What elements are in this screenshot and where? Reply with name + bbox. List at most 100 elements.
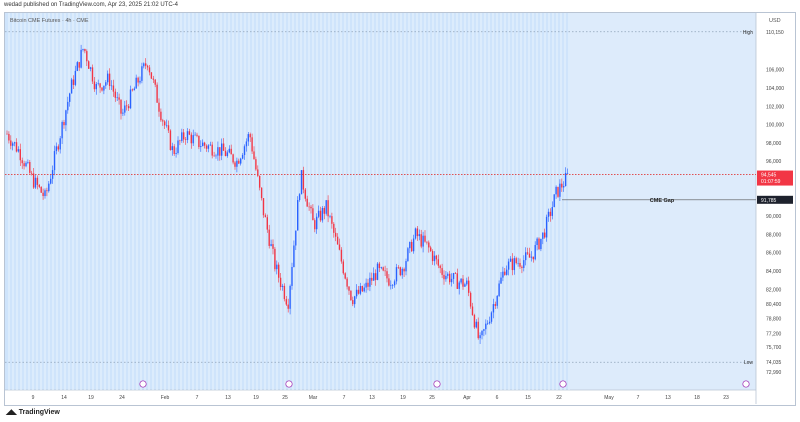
candle-body — [67, 101, 69, 111]
candle-body — [177, 140, 179, 154]
candle-body — [264, 215, 267, 218]
candle-body — [312, 208, 314, 221]
candle-body — [122, 112, 124, 114]
candle-body — [188, 131, 191, 135]
candle-body — [340, 249, 343, 262]
candle-body — [519, 262, 521, 267]
candle-body — [507, 261, 510, 270]
candle-body — [526, 252, 529, 254]
brand-name: TradingView — [18, 409, 60, 416]
candle-body — [473, 315, 476, 328]
candle-body — [536, 238, 538, 246]
candle-body — [42, 192, 44, 197]
candle-body — [150, 72, 153, 79]
candle-body — [38, 184, 40, 187]
y-tick-label: 75,700 — [766, 345, 782, 351]
candle-body — [485, 323, 487, 330]
candle-body — [120, 99, 122, 114]
candle-body — [101, 87, 103, 91]
candle-body — [397, 267, 400, 268]
candle-body — [433, 255, 436, 262]
y-tick-label: 90,000 — [766, 214, 782, 220]
candle-body — [105, 82, 107, 86]
candle-body — [200, 146, 202, 148]
candle-body — [553, 194, 555, 208]
x-tick-label: 7 — [343, 395, 346, 401]
candle-body — [542, 232, 544, 239]
candle-body — [530, 256, 533, 258]
candle-body — [492, 304, 495, 313]
candle-body — [386, 271, 388, 279]
candle-body — [175, 153, 177, 154]
candle-body — [173, 146, 175, 154]
cme-gap-price: 91,785 — [761, 198, 777, 204]
candle-body — [12, 143, 14, 146]
candle-body — [462, 278, 464, 287]
candle-body — [272, 244, 274, 249]
candle-body — [127, 106, 130, 109]
candle-body — [487, 323, 489, 324]
candle-body — [135, 77, 137, 89]
candle-body — [234, 162, 236, 167]
currency-label: USD — [769, 18, 781, 24]
x-tick-label: 25 — [282, 395, 288, 401]
candle-body — [203, 142, 206, 146]
candle-body — [367, 282, 369, 287]
candle-body — [255, 159, 257, 170]
candle-body — [165, 125, 168, 126]
candle-body — [388, 278, 390, 286]
candle-body — [443, 274, 445, 280]
candle-body — [435, 255, 438, 260]
candle-body — [51, 170, 54, 179]
candle-body — [148, 67, 151, 73]
candle-body — [158, 102, 160, 112]
candle-body — [59, 138, 61, 150]
candle-body — [95, 83, 97, 90]
candle-body — [221, 143, 223, 156]
candle-body — [107, 73, 109, 83]
candle-body — [192, 135, 194, 144]
candle-body — [540, 238, 542, 250]
candle-body — [454, 273, 457, 274]
candle-body — [34, 177, 37, 188]
candle-body — [65, 110, 67, 126]
candle-body — [517, 262, 519, 264]
candle-body — [61, 122, 63, 139]
candle-body — [460, 278, 462, 283]
event-icon — [285, 380, 293, 388]
candle-body — [281, 285, 284, 287]
y-tick-label: 72,990 — [766, 370, 782, 376]
candle-body — [374, 273, 377, 280]
candle-body — [304, 189, 306, 199]
y-tick-label: 110,150 — [766, 30, 784, 36]
candle-body — [426, 241, 428, 243]
candle-body — [46, 190, 48, 192]
candle-body — [209, 144, 211, 146]
candle-body — [348, 286, 350, 291]
candle-body — [131, 89, 134, 91]
candle-body — [346, 278, 348, 287]
candle-body — [390, 285, 392, 286]
event-icon — [139, 380, 147, 388]
x-tick-label: 19 — [88, 395, 94, 401]
x-tick-label: Mar — [309, 395, 318, 401]
candle-body — [260, 187, 263, 199]
x-tick-label: Feb — [161, 395, 170, 401]
candle-body — [88, 61, 90, 69]
candle-body — [488, 321, 491, 324]
candle-body — [363, 287, 365, 292]
candle-body — [333, 223, 335, 233]
publish-note: wedad published on TradingView.com, Apr … — [4, 2, 178, 8]
candle-body — [50, 178, 52, 184]
candle-body — [500, 277, 502, 284]
candle-body — [439, 265, 441, 269]
y-tick-label: 86,000 — [766, 251, 782, 257]
x-tick-label: 18 — [694, 395, 700, 401]
candle-body — [295, 230, 297, 246]
candle-body — [428, 242, 430, 248]
x-tick-label: 19 — [253, 395, 259, 401]
candle-body — [245, 141, 248, 147]
candle-body — [352, 300, 354, 305]
candle-body — [416, 228, 419, 237]
